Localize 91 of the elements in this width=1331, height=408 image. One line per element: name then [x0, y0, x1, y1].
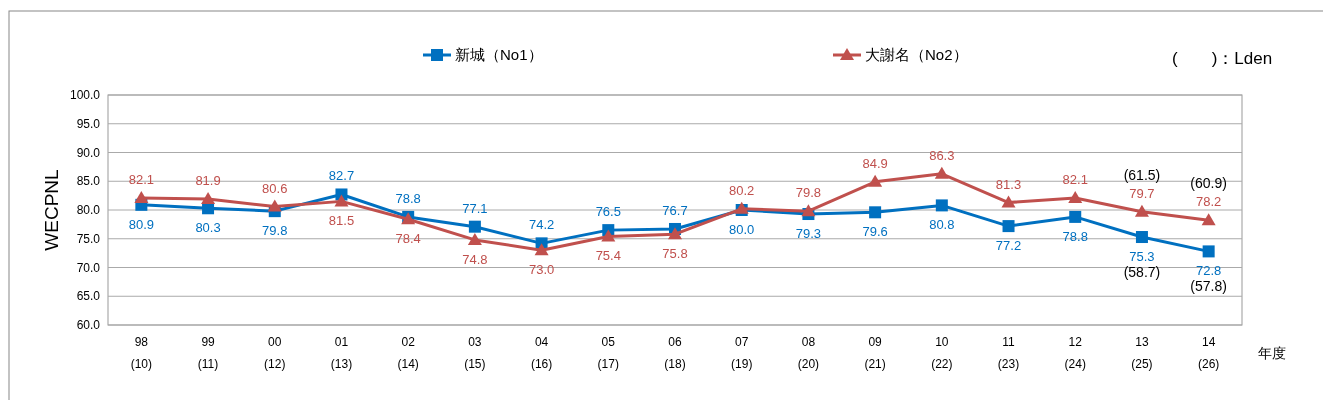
data-label: 80.9 — [128, 216, 155, 232]
data-label: 79.8 — [262, 223, 288, 239]
data-label: 75.8 — [662, 246, 688, 262]
annotation: (57.8) — [1190, 278, 1227, 295]
y-tick-label: 90.0 — [76, 145, 101, 160]
point — [1201, 213, 1216, 226]
point — [1135, 231, 1148, 244]
data-label: 76.5 — [595, 204, 621, 220]
point — [1134, 204, 1149, 217]
x-tick-label: 05 (17) — [597, 335, 619, 371]
data-label: 82.1 — [128, 171, 155, 187]
data-label: 80.2 — [729, 182, 755, 198]
point — [267, 199, 282, 212]
point — [201, 192, 216, 205]
x-axis-title: 年度 — [1258, 345, 1286, 361]
y-tick-label: 95.0 — [76, 116, 101, 131]
x-tick-label: 12 (24) — [1064, 335, 1086, 371]
x-tick-label: 06 (18) — [664, 335, 686, 371]
annotation: (61.5) — [1123, 166, 1161, 183]
y-tick-label: 60.0 — [76, 318, 101, 332]
x-tick-label: 10 (22) — [931, 335, 953, 371]
y-tick-label: 70.0 — [76, 260, 101, 275]
point — [1002, 220, 1015, 233]
data-label: 84.9 — [862, 155, 888, 171]
point — [1068, 190, 1083, 203]
x-tick-label: 07 (19) — [731, 335, 753, 371]
data-label: 79.8 — [795, 185, 822, 201]
data-label: 74.8 — [462, 251, 488, 267]
x-tick-label: 13 (25) — [1131, 335, 1153, 371]
data-label: 80.0 — [729, 222, 755, 237]
point — [801, 204, 816, 217]
data-label: 75.4 — [595, 248, 621, 264]
data-label: 78.8 — [395, 190, 421, 206]
point — [934, 166, 949, 179]
x-tick-label: 99 (11) — [197, 335, 219, 371]
point — [1001, 195, 1016, 208]
point — [534, 243, 549, 256]
data-label: 77.2 — [995, 238, 1022, 254]
point — [935, 199, 948, 212]
data-label: 86.3 — [929, 147, 955, 163]
x-tick-label: 04 (16) — [530, 335, 553, 371]
data-label: 78.2 — [1195, 194, 1222, 210]
point — [1202, 245, 1215, 258]
data-label: 74.2 — [528, 217, 555, 233]
y-tick-label: 80.0 — [76, 203, 101, 217]
data-label: 80.3 — [195, 220, 221, 236]
data-label: 80.8 — [929, 217, 955, 233]
data-label: 80.6 — [262, 180, 288, 196]
data-label: 81.3 — [995, 176, 1022, 192]
y-tick-label: 100.0 — [69, 88, 101, 102]
data-label: 73.0 — [528, 262, 555, 278]
point — [668, 227, 682, 240]
data-label: 78.8 — [1062, 228, 1088, 244]
legend-label: 大謝名（No2） — [865, 46, 968, 63]
y-tick-label: 75.0 — [76, 231, 101, 246]
data-label: 82.7 — [328, 168, 355, 184]
x-tick-label: 14 (26) — [1197, 335, 1220, 371]
point — [334, 194, 349, 207]
data-label: 72.8 — [1195, 263, 1222, 279]
data-label: 75.3 — [1129, 249, 1155, 265]
y-tick-label: 85.0 — [76, 174, 101, 189]
data-label: 78.4 — [395, 231, 421, 247]
data-label: 81.9 — [195, 173, 221, 189]
y-axis-title: WECPNL — [41, 169, 62, 251]
data-label: 79.3 — [795, 226, 822, 242]
x-tick-label: 01 (13) — [330, 335, 353, 371]
data-label: 76.7 — [662, 202, 688, 218]
x-tick-label: 11 (23) — [997, 335, 1020, 371]
data-label: 77.1 — [462, 200, 488, 216]
point — [1069, 210, 1082, 223]
annotation: (58.7) — [1123, 264, 1161, 281]
x-tick-label: 08 (20) — [797, 335, 820, 371]
point — [134, 190, 149, 203]
text: ( )：Lden — [1172, 49, 1273, 68]
x-tick-label: 02 (14) — [397, 335, 419, 371]
point — [467, 232, 482, 245]
data-label: 82.1 — [1062, 171, 1088, 187]
point — [468, 220, 481, 233]
annotation: (60.9) — [1190, 175, 1227, 192]
x-tick-label: 03 (15) — [464, 335, 486, 371]
point — [868, 174, 883, 187]
point — [601, 229, 616, 242]
data-label: 79.6 — [862, 224, 888, 240]
legend-label: 新城（No1） — [455, 46, 543, 63]
y-tick-label: 65.0 — [76, 289, 101, 304]
x-tick-label: 00 (12) — [264, 335, 286, 371]
point — [869, 206, 882, 219]
x-tick-label: 09 (21) — [864, 335, 886, 371]
x-tick-label: 98 (10) — [130, 335, 153, 371]
data-label: 81.5 — [328, 213, 355, 229]
data-label: 79.7 — [1129, 185, 1155, 201]
